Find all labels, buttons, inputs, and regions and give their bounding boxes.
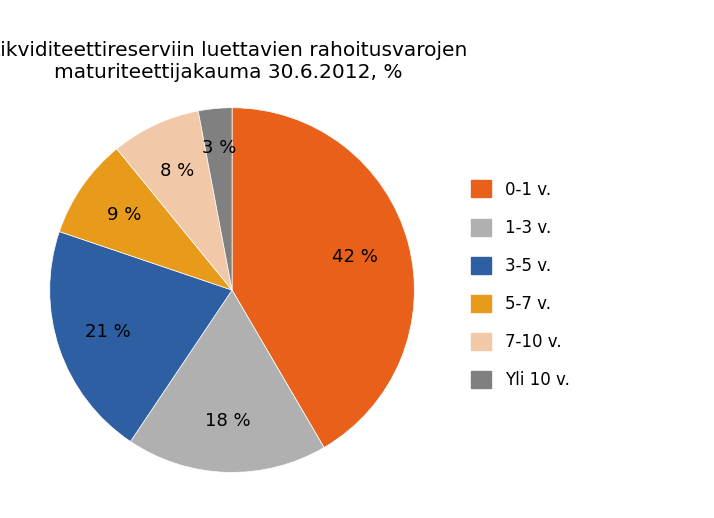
Text: 42 %: 42 %	[332, 248, 378, 266]
Wedge shape	[50, 232, 232, 441]
Text: 8 %: 8 %	[159, 162, 193, 180]
Text: Likviditeettireserviin luettavien rahoitusvarojen
maturiteettijakauma 30.6.2012,: Likviditeettireserviin luettavien rahoit…	[0, 41, 468, 82]
Text: 18 %: 18 %	[205, 412, 251, 430]
Wedge shape	[131, 290, 324, 472]
Text: 3 %: 3 %	[201, 139, 236, 157]
Wedge shape	[59, 149, 232, 290]
Legend: 0-1 v., 1-3 v., 3-5 v., 5-7 v., 7-10 v., Yli 10 v.: 0-1 v., 1-3 v., 3-5 v., 5-7 v., 7-10 v.,…	[465, 174, 576, 396]
Text: 9 %: 9 %	[107, 206, 141, 224]
Text: 21 %: 21 %	[85, 323, 131, 341]
Wedge shape	[198, 108, 232, 290]
Wedge shape	[117, 111, 232, 290]
Wedge shape	[232, 108, 414, 448]
